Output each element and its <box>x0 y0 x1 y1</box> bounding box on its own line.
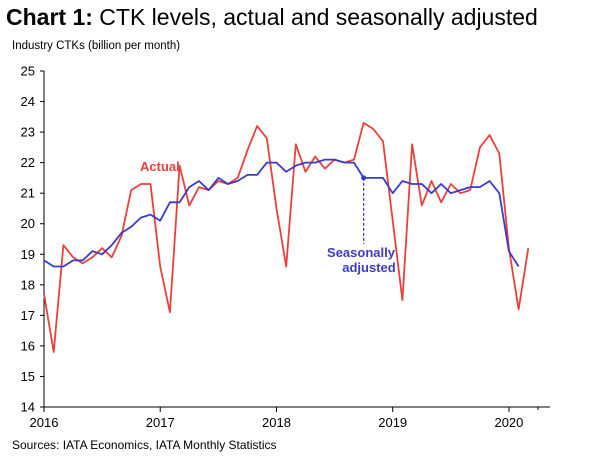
seasonally-adjusted-label-line1: Seasonally <box>327 245 396 260</box>
x-tick-label: 2019 <box>378 415 407 430</box>
y-tick-label: 20 <box>21 216 35 231</box>
actual-series-label: Actual <box>140 159 180 174</box>
seasonally-adjusted-label-line2: adjusted <box>342 260 396 275</box>
y-tick-label: 19 <box>21 247 35 262</box>
source-note: Sources: IATA Economics, IATA Monthly St… <box>12 438 277 452</box>
y-tick-label: 23 <box>21 125 35 140</box>
actual-series-line <box>43 122 530 353</box>
y-tick-label: 24 <box>21 94 35 109</box>
x-tick-label: 2017 <box>146 415 175 430</box>
y-tick-label: 15 <box>21 369 35 384</box>
seasonally-adjusted-marker <box>361 175 367 181</box>
chart-title-text: CTK levels, actual and seasonally adjust… <box>99 4 538 30</box>
y-tick-label: 18 <box>21 277 35 292</box>
x-tick-label: 2020 <box>494 415 523 430</box>
y-axis-label: Industry CTKs (billion per month) <box>12 40 181 52</box>
x-tick-label: 2016 <box>30 415 59 430</box>
chart-title: Chart 1: CTK levels, actual and seasonal… <box>6 2 538 32</box>
y-tick-label: 25 <box>21 64 35 79</box>
chart-title-lead: Chart 1: <box>6 4 93 30</box>
y-tick-label: 21 <box>21 186 35 201</box>
y-tick-label: 14 <box>21 400 35 415</box>
y-tick-label: 17 <box>21 308 35 323</box>
y-tick-label: 22 <box>21 155 35 170</box>
x-tick-label: 2018 <box>262 415 291 430</box>
seasonally-adjusted-series-line <box>43 158 520 268</box>
y-tick-label: 16 <box>21 338 35 353</box>
